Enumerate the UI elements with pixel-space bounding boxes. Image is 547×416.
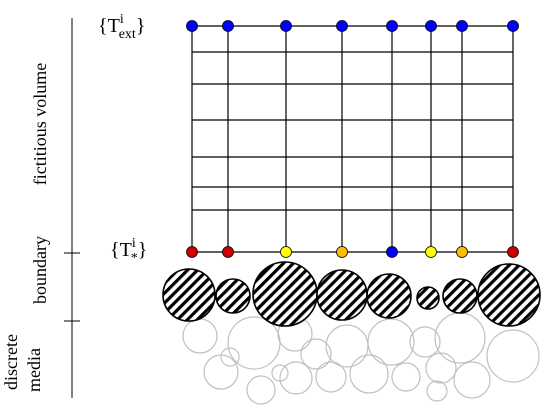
media-grain-9 <box>486 329 540 383</box>
bottom-nodes <box>186 246 519 258</box>
boundary-particle-2 <box>215 278 251 314</box>
label-t-ext: {Ti ext} <box>98 12 145 42</box>
boundary-particle-6 <box>416 286 440 310</box>
boundary-particle-7 <box>442 278 478 314</box>
boundary-particle-4 <box>316 269 368 321</box>
boundary-particle-1 <box>162 268 216 322</box>
boundary-particle-3 <box>252 261 318 327</box>
top-nodes <box>186 20 519 32</box>
bottom-node-5 <box>386 246 398 258</box>
top-node-2 <box>222 20 234 32</box>
bottom-node-2 <box>222 246 234 258</box>
media-grain-15 <box>391 362 421 392</box>
media-grain-20 <box>426 380 448 402</box>
boundary-particle-8 <box>477 263 541 327</box>
media-grain-13 <box>315 361 347 393</box>
label-t-star: {Ti *} <box>110 236 147 266</box>
media-grain-11 <box>246 375 276 405</box>
media-grain-18 <box>220 347 240 367</box>
bottom-node-8 <box>507 246 519 258</box>
media-grain-5 <box>325 324 369 368</box>
bottom-node-7 <box>456 246 468 258</box>
bottom-node-1 <box>186 246 198 258</box>
media-grain-12 <box>279 361 313 395</box>
boundary-particle-5 <box>366 273 412 319</box>
label-boundary: boundary <box>30 236 50 304</box>
left-axis <box>64 18 80 398</box>
top-node-7 <box>456 20 468 32</box>
top-node-6 <box>425 20 437 32</box>
top-node-8 <box>507 20 519 32</box>
media-grain-8 <box>434 312 486 364</box>
media-grain-2 <box>227 316 281 370</box>
label-media: media <box>24 348 44 392</box>
label-discrete: discrete <box>1 334 21 390</box>
discrete-media <box>182 312 540 405</box>
top-node-4 <box>336 20 348 32</box>
media-grain-16 <box>425 352 457 384</box>
media-grain-7 <box>409 326 441 358</box>
bottom-node-6 <box>425 246 437 258</box>
top-node-1 <box>186 20 198 32</box>
label-fictitious-volume: fictitious volume <box>30 63 50 185</box>
boundary-particles <box>162 261 541 327</box>
bottom-node-3 <box>280 246 292 258</box>
media-grain-14 <box>349 354 389 394</box>
media-grain-19 <box>271 364 289 382</box>
media-grain-6 <box>367 318 415 366</box>
media-grain-4 <box>300 338 332 370</box>
bottom-node-4 <box>336 246 348 258</box>
top-node-3 <box>280 20 292 32</box>
media-grain-17 <box>453 361 491 399</box>
fictitious-grid <box>191 25 514 253</box>
media-grain-1 <box>182 318 218 354</box>
top-node-5 <box>386 20 398 32</box>
